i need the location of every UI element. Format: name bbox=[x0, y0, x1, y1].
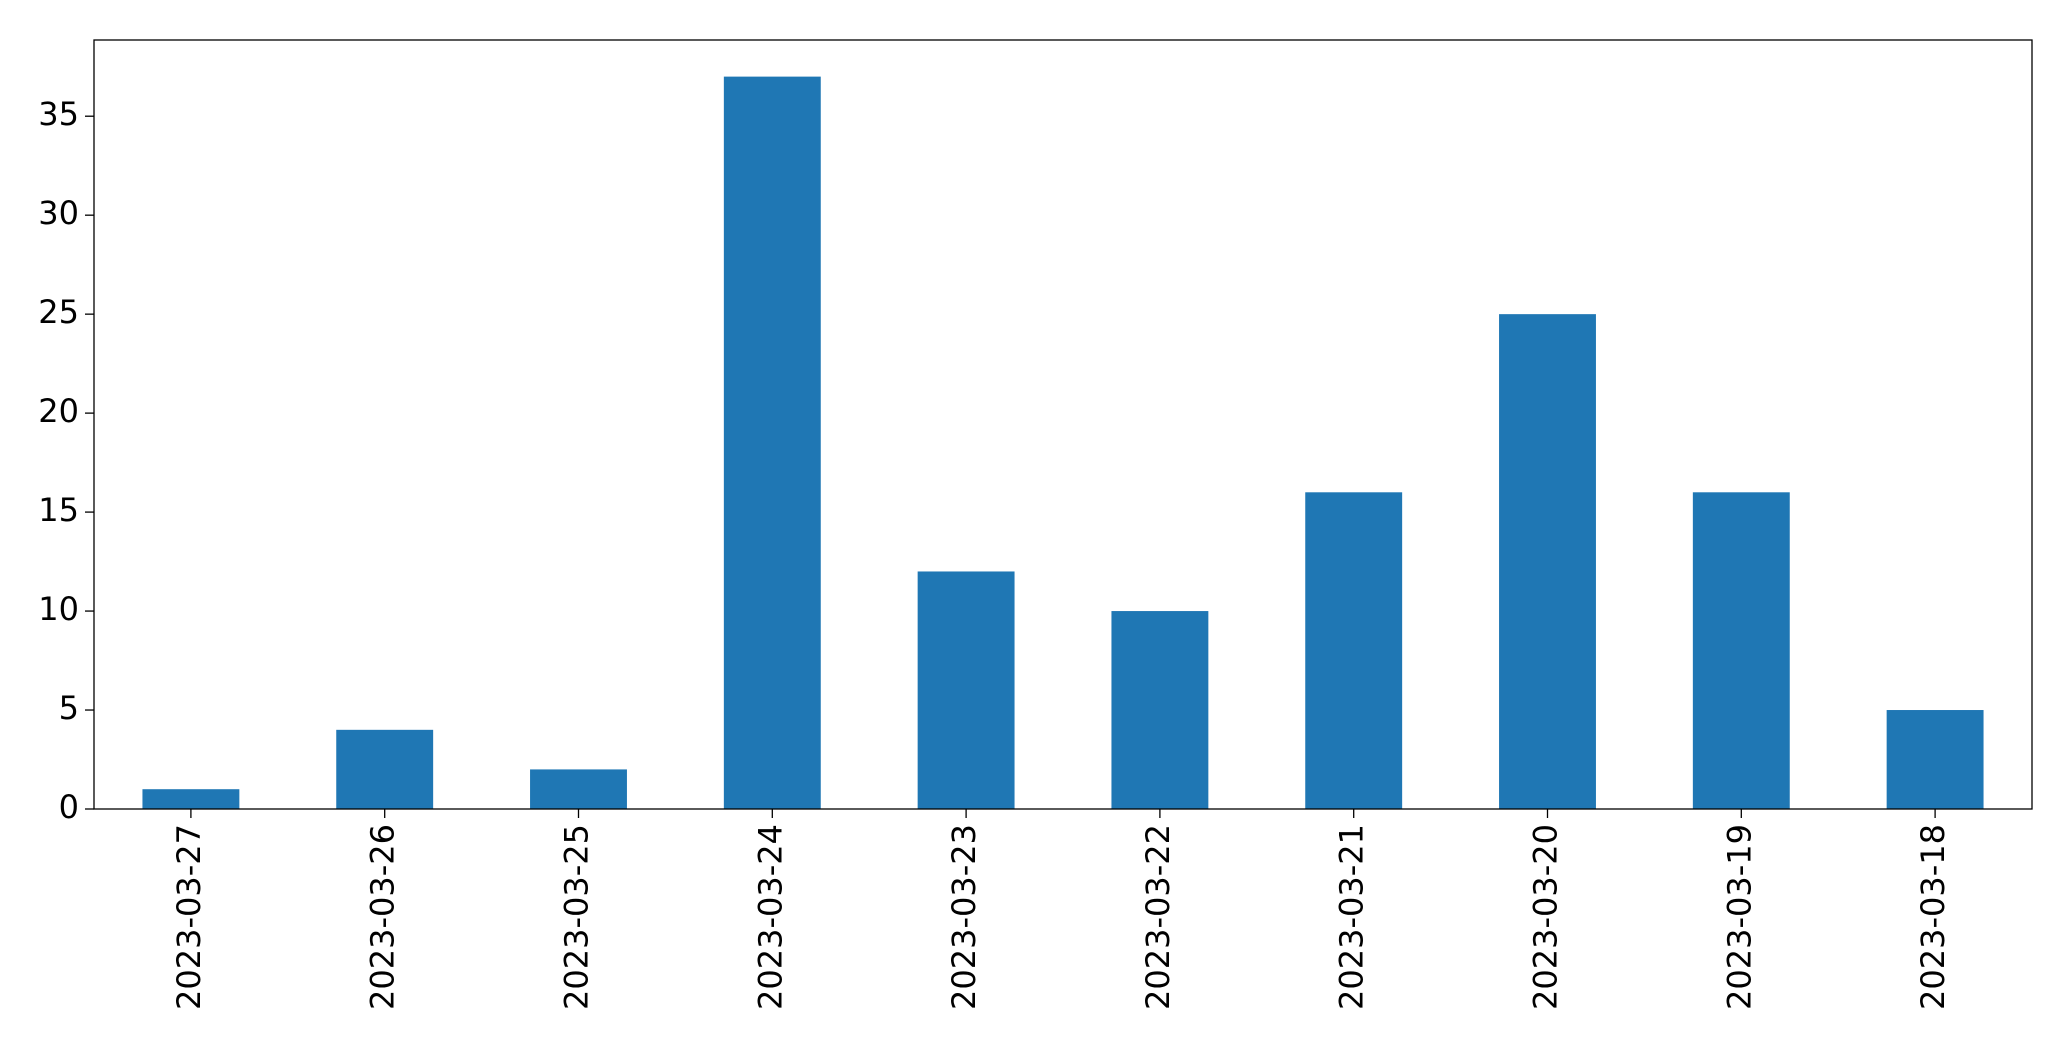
x-tick-label: 2023-03-23 bbox=[945, 824, 983, 1010]
x-tick-label: 2023-03-26 bbox=[364, 824, 402, 1010]
bar bbox=[1886, 710, 1984, 809]
bar bbox=[1692, 492, 1790, 809]
bar bbox=[1305, 492, 1403, 809]
y-tick-label: 25 bbox=[38, 293, 79, 331]
x-tick-label: 2023-03-24 bbox=[751, 824, 789, 1010]
plot-frame bbox=[93, 39, 2033, 810]
y-tick-label: 0 bbox=[59, 788, 79, 826]
x-tick-label: 2023-03-19 bbox=[1720, 824, 1758, 1010]
bar bbox=[530, 769, 627, 809]
bar bbox=[1499, 314, 1596, 809]
x-tick-label: 2023-03-18 bbox=[1914, 824, 1952, 1010]
y-tick-label: 20 bbox=[38, 392, 79, 430]
y-tick-label: 15 bbox=[38, 491, 79, 529]
bar bbox=[1111, 611, 1209, 809]
bar bbox=[723, 76, 821, 810]
x-tick-label: 2023-03-22 bbox=[1139, 824, 1177, 1010]
y-tick-label: 5 bbox=[59, 689, 79, 727]
x-tick-label: 2023-03-21 bbox=[1333, 824, 1371, 1010]
y-tick-label: 30 bbox=[38, 194, 79, 232]
x-tick-label: 2023-03-20 bbox=[1527, 824, 1565, 1010]
bar bbox=[142, 789, 240, 809]
x-tick-label: 2023-03-25 bbox=[558, 824, 596, 1010]
x-tick-label: 2023-03-27 bbox=[170, 824, 208, 1010]
y-tick-label: 10 bbox=[38, 590, 79, 628]
bar bbox=[336, 729, 434, 809]
y-tick-label: 35 bbox=[38, 95, 79, 133]
bar bbox=[917, 571, 1015, 809]
